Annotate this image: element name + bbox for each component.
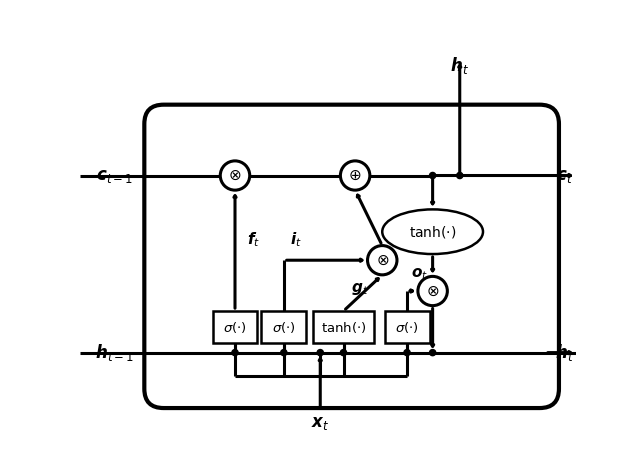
Text: $\boldsymbol{c}_{t-1}$: $\boldsymbol{c}_{t-1}$ bbox=[96, 167, 134, 184]
Circle shape bbox=[418, 277, 447, 306]
Circle shape bbox=[340, 161, 370, 190]
Text: $\boldsymbol{i}_t$: $\boldsymbol{i}_t$ bbox=[290, 230, 302, 249]
Text: $\boldsymbol{f}_t$: $\boldsymbol{f}_t$ bbox=[246, 230, 260, 249]
Circle shape bbox=[317, 350, 323, 356]
Circle shape bbox=[232, 350, 238, 356]
Circle shape bbox=[457, 172, 463, 179]
FancyBboxPatch shape bbox=[385, 311, 429, 344]
FancyBboxPatch shape bbox=[313, 311, 374, 344]
Ellipse shape bbox=[382, 209, 483, 254]
Circle shape bbox=[429, 350, 436, 356]
Text: $\mathrm{tanh}(\cdot)$: $\mathrm{tanh}(\cdot)$ bbox=[409, 224, 456, 240]
Text: $\otimes$: $\otimes$ bbox=[426, 284, 439, 299]
Text: $\boldsymbol{h}_{t-1}$: $\boldsymbol{h}_{t-1}$ bbox=[95, 342, 134, 363]
Text: $\sigma(\cdot)$: $\sigma(\cdot)$ bbox=[272, 320, 296, 335]
Text: $\boldsymbol{h}_t$: $\boldsymbol{h}_t$ bbox=[451, 55, 469, 76]
Text: $\sigma(\cdot)$: $\sigma(\cdot)$ bbox=[395, 320, 419, 335]
Text: $\boldsymbol{h}_t$: $\boldsymbol{h}_t$ bbox=[555, 342, 574, 363]
FancyBboxPatch shape bbox=[145, 105, 559, 408]
FancyBboxPatch shape bbox=[212, 311, 257, 344]
Circle shape bbox=[281, 350, 287, 356]
Circle shape bbox=[404, 350, 410, 356]
Text: $\boldsymbol{o}_t$: $\boldsymbol{o}_t$ bbox=[411, 266, 428, 282]
Circle shape bbox=[429, 172, 436, 179]
Text: $\boldsymbol{g}_t$: $\boldsymbol{g}_t$ bbox=[351, 281, 369, 298]
Text: $\boldsymbol{x}_t$: $\boldsymbol{x}_t$ bbox=[311, 414, 330, 432]
Text: $\boldsymbol{c}_t$: $\boldsymbol{c}_t$ bbox=[556, 167, 573, 184]
Text: $\sigma(\cdot)$: $\sigma(\cdot)$ bbox=[223, 320, 247, 335]
Circle shape bbox=[367, 246, 397, 275]
Circle shape bbox=[220, 161, 250, 190]
Text: $\oplus$: $\oplus$ bbox=[348, 168, 362, 183]
Circle shape bbox=[340, 350, 347, 356]
Text: $\mathrm{tanh}(\cdot)$: $\mathrm{tanh}(\cdot)$ bbox=[321, 320, 366, 335]
Text: $\otimes$: $\otimes$ bbox=[376, 253, 389, 268]
FancyBboxPatch shape bbox=[261, 311, 307, 344]
Text: $\otimes$: $\otimes$ bbox=[228, 168, 242, 183]
